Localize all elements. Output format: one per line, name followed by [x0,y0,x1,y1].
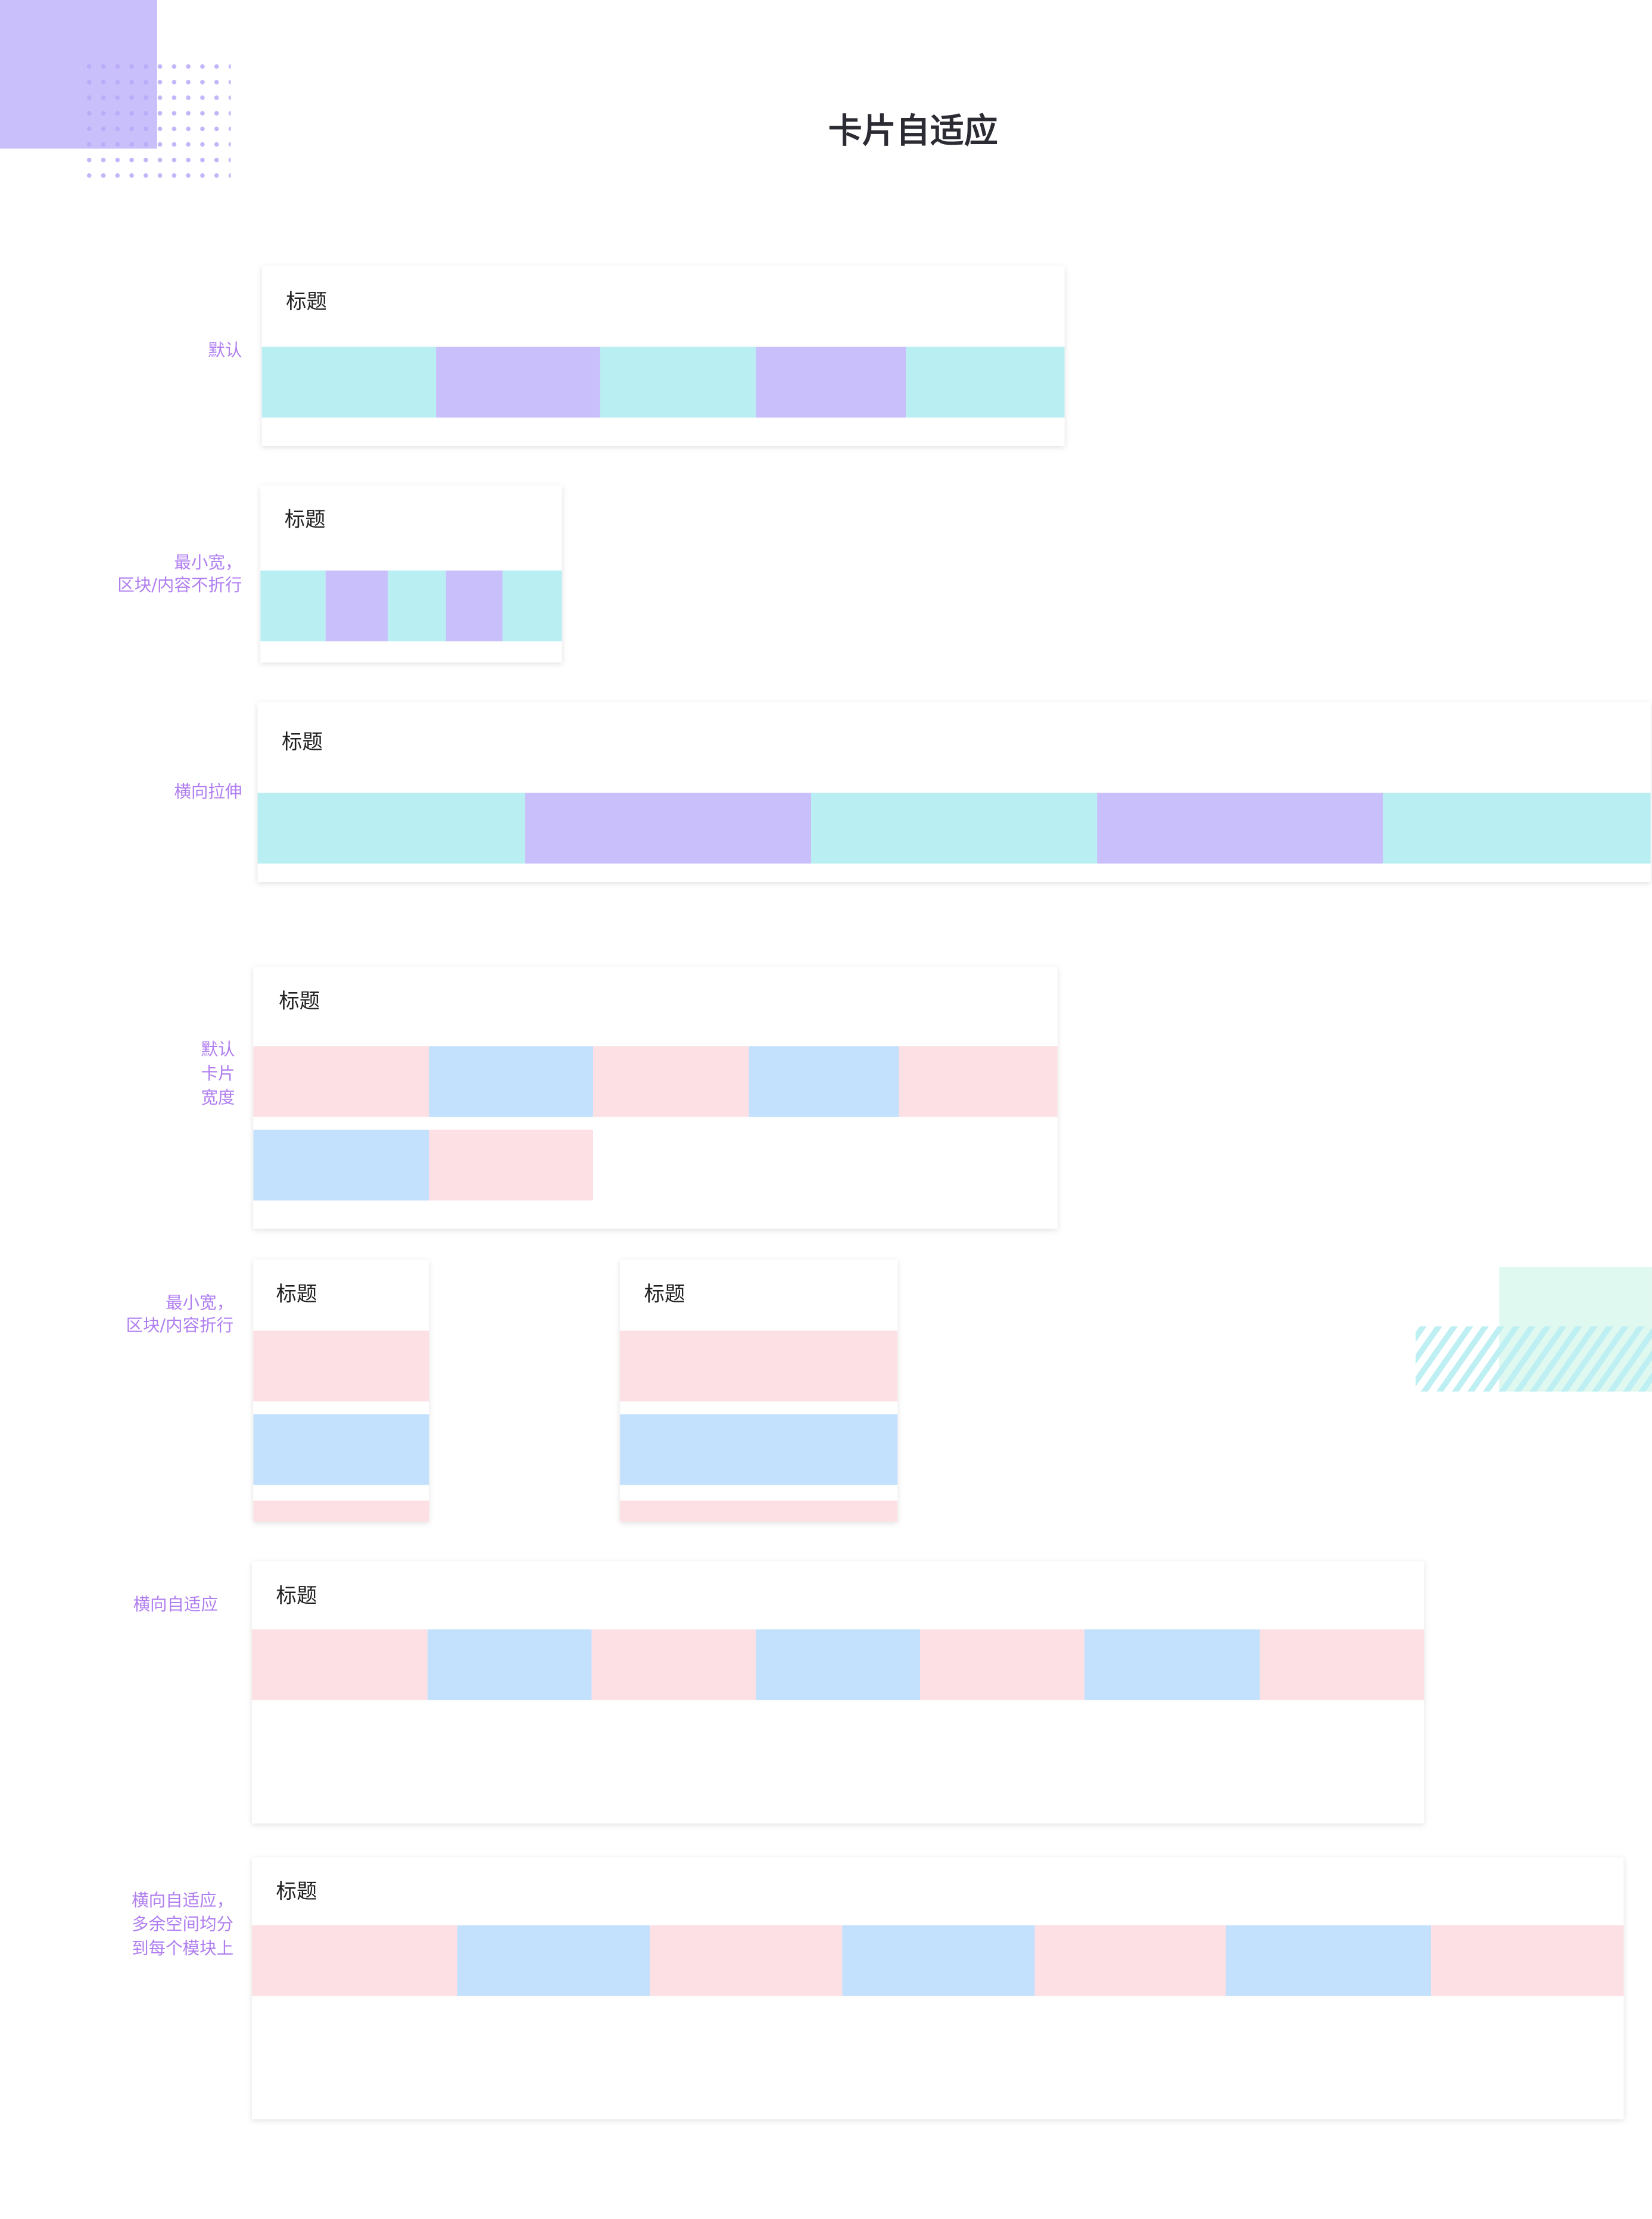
content-block [906,347,1065,418]
content-block [811,793,1098,864]
decor-dots [83,58,231,189]
card: 标题 [252,1561,1425,1824]
section-label: 到每个模块上 [132,1938,233,1958]
card-title: 标题 [285,508,326,532]
content-block [749,1046,899,1117]
content-block [325,570,388,641]
content-block [388,570,446,641]
content-block [650,1925,843,1996]
content-block [620,1414,898,1485]
content-block [1097,793,1383,864]
page-title: 卡片自适应 [828,111,998,151]
content-block [253,1330,429,1402]
card-title: 标题 [279,989,320,1013]
content-block [253,1129,429,1201]
section-label: 横向自适应， [132,1890,233,1910]
card: 标题 [261,266,1065,446]
content-block [756,1629,921,1700]
content-block [1034,1925,1226,1996]
card-title: 标题 [644,1282,685,1306]
section-label: 默认 [208,340,242,360]
content-block [620,1500,898,1522]
card: 标题 [620,1260,898,1522]
content-block [445,570,503,641]
content-block [1383,793,1651,864]
card-title: 标题 [276,1880,317,1904]
card: 标题 [257,702,1651,882]
content-block [261,347,437,418]
content-block [257,793,525,864]
card-title: 标题 [276,1282,317,1306]
content-block [600,347,756,418]
content-block [427,1629,592,1700]
content: 卡片自适应 默认标题最小宽，区块/内容不折行标题横向拉伸标题默认卡片宽度标题最小… [0,0,1652,2120]
content-block [252,1629,428,1700]
section-label: 宽度 [201,1088,235,1108]
card: 标题 [253,1260,429,1522]
decor-stripes [1416,1326,1652,1392]
section-label: 卡片 [201,1064,235,1083]
content-block [429,1046,593,1117]
content-block [899,1046,1058,1117]
content-block [1431,1925,1624,1996]
content-block [457,1925,650,1996]
content-block [252,1925,457,1996]
section-label: 默认 [201,1040,235,1059]
card: 标题 [253,967,1058,1229]
content-block [1084,1629,1260,1700]
card: 标题 [252,1857,1624,2120]
section-label: 区块/内容折行 [126,1316,234,1335]
content-block [756,347,906,418]
content-block [620,1330,898,1402]
section-label: 多余空间均分 [132,1915,233,1934]
card-title: 标题 [286,290,327,314]
content-block [260,570,326,641]
section-label: 区块/内容不折行 [117,575,242,595]
content-block [1226,1925,1432,1996]
content-block [591,1629,756,1700]
content-block [842,1925,1035,1996]
section-label: 横向自适应 [133,1595,218,1615]
content-block [436,347,600,418]
content-block [1260,1629,1425,1700]
content-block [253,1046,429,1117]
card-title: 标题 [276,1584,317,1608]
content-block [253,1414,429,1485]
card: 标题 [260,485,562,663]
section-label: 横向拉伸 [174,782,242,802]
card-title: 标题 [282,730,323,754]
content-block [593,1046,749,1117]
content-block [253,1500,429,1522]
content-block [429,1129,593,1201]
content-block [920,1629,1084,1700]
content-block [502,570,562,641]
content-block [525,793,812,864]
section-label: 最小宽， [174,553,242,572]
section-label: 最小宽， [166,1293,233,1313]
